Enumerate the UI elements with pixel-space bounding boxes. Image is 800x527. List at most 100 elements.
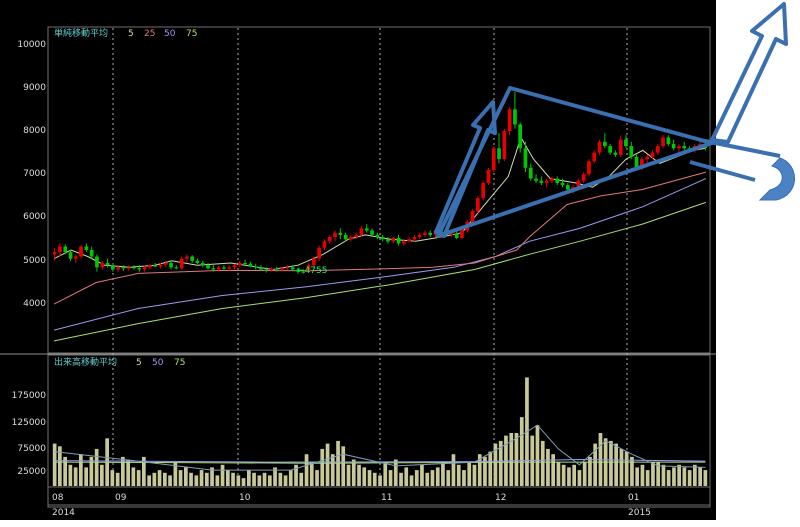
- candle-body: [396, 237, 401, 244]
- candle-body: [259, 267, 263, 270]
- volume-bar: [163, 472, 167, 487]
- volume-bar: [220, 464, 225, 486]
- volume-bar: [210, 467, 214, 486]
- y-tick-10000: 10000: [17, 40, 46, 50]
- volume-bar: [372, 472, 377, 487]
- volume-bar: [582, 462, 587, 486]
- candle-body: [142, 267, 147, 270]
- volume-bar: [110, 470, 115, 486]
- volume-bar: [268, 475, 272, 486]
- chart-window: 単純移動平均 5 25 50 75 出来高移動平均 5 50 75 10000 …: [0, 0, 716, 520]
- candle-body: [269, 268, 274, 271]
- candle-body: [608, 146, 612, 153]
- candle-body: [486, 169, 491, 183]
- candle-body: [539, 180, 544, 183]
- candle-body: [581, 174, 586, 181]
- volume-bar: [677, 464, 681, 486]
- candle-body: [137, 268, 142, 270]
- volume-bar: [152, 472, 157, 487]
- candle-body: [629, 146, 634, 157]
- candle-body: [407, 239, 411, 242]
- candle-body: [185, 256, 189, 259]
- candle-body: [528, 167, 533, 179]
- volume-bar: [89, 456, 94, 486]
- candle-body: [116, 267, 120, 270]
- candle-body: [661, 137, 665, 147]
- volume-bar: [241, 478, 246, 486]
- volume-bar: [189, 472, 193, 487]
- volume-bar: [693, 464, 697, 486]
- volume-bar: [567, 467, 571, 486]
- volume-bar: [299, 472, 304, 487]
- volume-bar: [551, 454, 555, 486]
- candle-body: [121, 267, 126, 269]
- x-label-11: 11: [381, 493, 392, 503]
- x-label-01: 01: [628, 493, 639, 503]
- candle-body: [243, 263, 247, 264]
- volume-ma75-line: [54, 461, 706, 464]
- candle-body: [412, 237, 417, 240]
- candle-body: [52, 252, 57, 255]
- candle-body: [513, 109, 517, 125]
- volume-bar: [121, 456, 125, 486]
- y-tick-6000: 6000: [23, 212, 46, 222]
- vol-tick-125000: 125000: [12, 418, 47, 428]
- volume-bar: [309, 462, 314, 486]
- volume-bar: [215, 475, 220, 486]
- candle-body: [158, 264, 163, 267]
- volume-bar: [656, 462, 660, 486]
- candle-body: [560, 182, 565, 186]
- candle-body: [423, 232, 427, 235]
- volume-bar: [231, 472, 235, 487]
- candle-body: [481, 182, 485, 199]
- y-tick-4000: 4000: [23, 299, 46, 309]
- candle-body: [370, 230, 374, 235]
- candle-body: [671, 143, 676, 149]
- candle-body: [502, 130, 507, 159]
- volume-bar: [556, 462, 561, 486]
- candle-body: [444, 232, 448, 235]
- candle-body: [364, 228, 369, 231]
- candle-body: [428, 232, 433, 235]
- y-tick-5000: 5000: [23, 256, 46, 266]
- volume-bar: [546, 448, 550, 486]
- y-tick-8000: 8000: [23, 126, 46, 136]
- x-axis-frame: [47, 486, 711, 508]
- candle-body: [317, 247, 321, 259]
- candle-body: [687, 148, 692, 151]
- candle-body: [111, 265, 115, 270]
- candle-body: [449, 233, 454, 235]
- candle-body: [290, 267, 295, 270]
- volume-bar: [173, 462, 178, 486]
- candle-body: [571, 187, 575, 190]
- volume-bar: [540, 440, 545, 486]
- volume-bar: [519, 417, 524, 486]
- volume-bar: [588, 456, 592, 486]
- volume-bar: [456, 464, 461, 486]
- candle-body: [465, 221, 470, 231]
- candle-body: [296, 269, 300, 272]
- volume-bar: [315, 470, 319, 486]
- candle-body: [613, 152, 618, 155]
- volume-bar: [577, 470, 582, 486]
- volume-bar: [131, 467, 136, 486]
- volume-bar: [698, 467, 702, 486]
- volume-bar: [262, 472, 267, 487]
- volume-bar: [498, 440, 503, 486]
- volume-bar: [79, 454, 83, 486]
- candle-body: [592, 152, 597, 162]
- volume-bar: [283, 475, 288, 486]
- candle-body: [264, 269, 269, 271]
- legend-ma75: 75: [186, 29, 197, 39]
- volume-bar: [446, 470, 451, 486]
- volume-bar: [472, 464, 477, 486]
- volume-ma5-line: [54, 424, 706, 471]
- volume-bar: [593, 443, 597, 486]
- candle-body: [476, 198, 480, 212]
- candle-body: [518, 124, 522, 149]
- price-panel-frame: [47, 26, 711, 354]
- volume-bar: [425, 472, 430, 487]
- volume-bar: [84, 467, 88, 486]
- volume-bar: [488, 451, 493, 486]
- candle-body: [211, 268, 216, 270]
